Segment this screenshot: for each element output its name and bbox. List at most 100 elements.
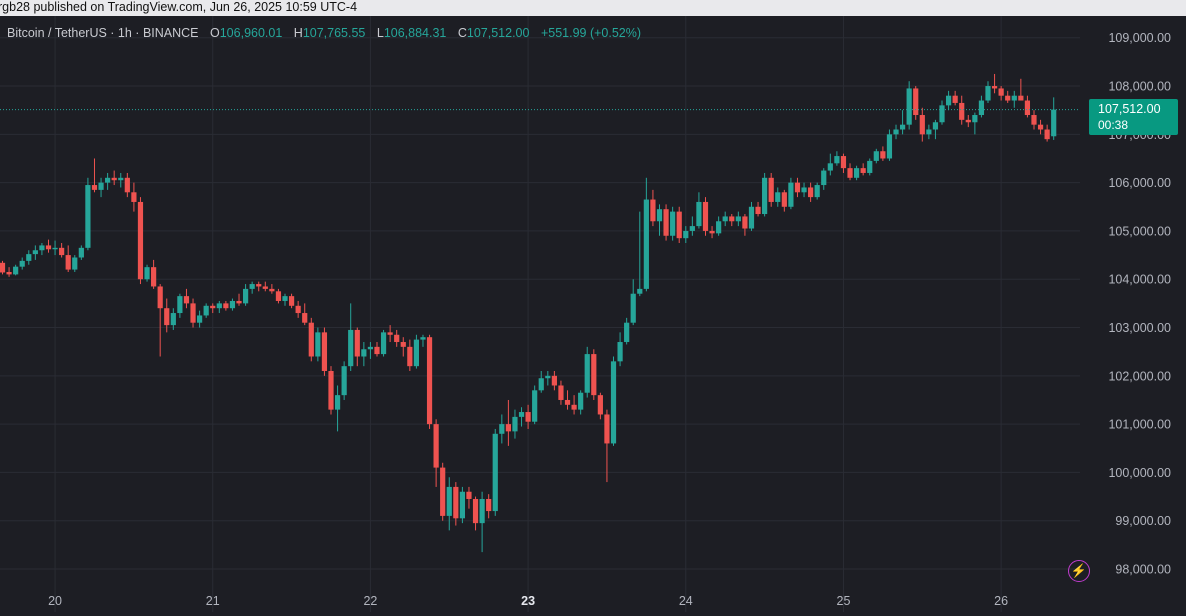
candle-down bbox=[354, 327, 360, 367]
candle-body bbox=[630, 293, 636, 323]
close-key: C bbox=[457, 26, 467, 40]
price-tick-label: 98,000.00 bbox=[1115, 563, 1171, 577]
candle-body bbox=[1011, 95, 1017, 101]
candle-up bbox=[762, 172, 768, 217]
candle-body bbox=[762, 177, 768, 215]
candle-body bbox=[991, 86, 998, 89]
candle-body bbox=[1031, 115, 1037, 125]
candle-up bbox=[899, 110, 906, 135]
candle-down bbox=[959, 95, 965, 125]
candle-body bbox=[558, 385, 564, 400]
candle-up bbox=[52, 240, 58, 256]
candle-body bbox=[571, 404, 577, 410]
candle-up bbox=[144, 264, 150, 282]
candle-down bbox=[1005, 90, 1011, 103]
price-tick-label: 105,000.00 bbox=[1108, 224, 1171, 238]
candle-body bbox=[367, 346, 374, 350]
candle-body bbox=[748, 206, 755, 229]
candle-body bbox=[794, 182, 801, 193]
candle-down bbox=[676, 206, 682, 244]
candle-body bbox=[269, 288, 275, 292]
candle-up bbox=[610, 356, 617, 446]
candle-body bbox=[584, 354, 590, 393]
candle-body bbox=[781, 192, 787, 207]
candle-body bbox=[591, 354, 597, 396]
candle-body bbox=[512, 416, 518, 432]
candle-body bbox=[1018, 95, 1024, 101]
candle-body bbox=[6, 271, 12, 275]
candle-body bbox=[85, 185, 91, 248]
candle-body bbox=[893, 129, 899, 135]
price-tick-label: 102,000.00 bbox=[1108, 369, 1171, 383]
candle-up bbox=[19, 257, 25, 270]
candle-body bbox=[604, 414, 610, 444]
close-value: 107,512.00 bbox=[466, 26, 530, 40]
chart-pane[interactable]: 98,000.00 99,000.00 100,000.00 101,000.00 10… bbox=[0, 16, 1186, 616]
candle-down bbox=[223, 300, 229, 311]
candle-body bbox=[321, 332, 328, 371]
candle-body bbox=[683, 230, 689, 239]
candle-body bbox=[341, 366, 347, 396]
candle-body bbox=[952, 95, 958, 103]
candle-up bbox=[637, 211, 643, 297]
candle-down bbox=[729, 214, 735, 227]
candlestick-chart[interactable]: 98,000.00 99,000.00 100,000.00 101,000.00 10… bbox=[0, 16, 1186, 616]
candle-body bbox=[328, 370, 334, 410]
candle-body bbox=[164, 308, 170, 326]
low-value: 106,884.31 bbox=[383, 26, 447, 40]
candle-up bbox=[229, 298, 236, 311]
candle-body bbox=[486, 498, 492, 512]
candle-body bbox=[972, 115, 978, 123]
candle-up bbox=[177, 293, 183, 318]
candle-up bbox=[492, 428, 498, 516]
candle-down bbox=[328, 366, 334, 415]
price-tick-label: 109,000.00 bbox=[1108, 31, 1171, 45]
candle-body bbox=[919, 115, 925, 135]
candle-body bbox=[742, 216, 748, 229]
candle-up bbox=[1051, 97, 1057, 140]
candle-down bbox=[440, 462, 446, 521]
candle-down bbox=[840, 153, 847, 173]
candle-down bbox=[111, 170, 117, 186]
candle-body bbox=[808, 187, 814, 198]
candle-body bbox=[939, 105, 945, 123]
candle-down bbox=[1037, 119, 1044, 135]
candle-up bbox=[242, 284, 249, 306]
candle-up bbox=[945, 90, 952, 111]
candle-body bbox=[886, 134, 893, 159]
candle-up bbox=[1011, 90, 1017, 108]
candle-up bbox=[118, 172, 124, 188]
candle-down bbox=[295, 300, 301, 318]
candle-body bbox=[505, 424, 511, 432]
candle-up bbox=[361, 342, 367, 367]
lightning-icon[interactable]: ⚡ bbox=[1068, 560, 1090, 582]
open-value: 106,960.01 bbox=[219, 26, 283, 40]
candle-up bbox=[748, 201, 755, 231]
candle-down bbox=[781, 189, 787, 212]
date-tick-label: 22 bbox=[363, 594, 377, 608]
candle-down bbox=[374, 342, 380, 357]
date-tick-label: 21 bbox=[206, 594, 220, 608]
candle-up bbox=[413, 334, 420, 369]
candle-down bbox=[59, 243, 65, 258]
candle-body bbox=[702, 201, 709, 231]
candle-body bbox=[472, 498, 479, 524]
high-key: H bbox=[293, 26, 303, 40]
candle-down bbox=[124, 172, 130, 198]
candle-up bbox=[821, 168, 827, 190]
candle-body bbox=[19, 260, 25, 267]
candle-down bbox=[702, 197, 709, 236]
candle-body bbox=[45, 245, 52, 250]
published-text: rgb28 published on TradingView.com, Jun … bbox=[0, 0, 358, 14]
candle-body bbox=[775, 192, 781, 202]
candle-up bbox=[814, 182, 820, 200]
candle-body bbox=[617, 342, 623, 362]
candle-body bbox=[302, 313, 308, 323]
candle-body bbox=[72, 257, 78, 270]
candle-up bbox=[98, 177, 104, 198]
candle-down bbox=[269, 284, 275, 294]
candle-body bbox=[157, 286, 163, 309]
time-axis[interactable]: 20 21 22 23 24 25 26 bbox=[48, 594, 1008, 608]
candle-down bbox=[288, 293, 295, 309]
candle-body bbox=[499, 424, 505, 434]
